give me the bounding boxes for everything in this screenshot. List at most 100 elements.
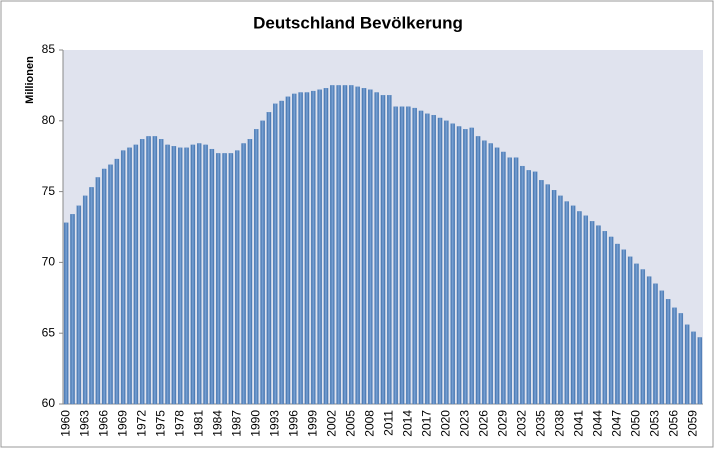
bar xyxy=(621,249,627,405)
x-tick-label: 1999 xyxy=(305,410,319,437)
bar xyxy=(89,187,94,405)
bar xyxy=(551,190,557,405)
x-tick-label: 2029 xyxy=(496,410,510,437)
y-axis-label: Millionen xyxy=(24,56,36,104)
bar xyxy=(63,222,69,405)
bar xyxy=(615,243,620,405)
bar xyxy=(577,211,582,405)
bar xyxy=(532,171,538,405)
bar xyxy=(672,307,677,405)
bar xyxy=(697,337,703,405)
bar xyxy=(285,96,291,405)
x-tick-label: 1984 xyxy=(210,410,224,437)
bar xyxy=(558,195,563,405)
bar xyxy=(361,88,367,405)
bar xyxy=(608,236,614,405)
bar xyxy=(241,143,246,405)
bar xyxy=(475,136,481,405)
bar xyxy=(374,92,379,405)
x-tick-label: 2002 xyxy=(324,410,338,437)
x-tick-label: 1993 xyxy=(267,410,281,437)
bar xyxy=(399,106,405,405)
bar xyxy=(488,143,493,405)
x-tick-label: 1996 xyxy=(286,410,300,437)
bar xyxy=(482,140,487,405)
bar xyxy=(627,256,633,405)
bar xyxy=(114,158,120,405)
bar xyxy=(539,180,544,405)
bar xyxy=(418,110,424,405)
bar xyxy=(127,147,132,405)
x-tick-label: 1969 xyxy=(115,410,129,437)
bar xyxy=(570,205,576,405)
bar xyxy=(602,231,608,405)
bar xyxy=(82,195,88,405)
bar xyxy=(76,205,82,405)
x-tick-label: 2056 xyxy=(667,410,681,437)
x-tick-label: 2008 xyxy=(362,410,376,437)
bar xyxy=(323,88,329,405)
bar xyxy=(152,136,158,405)
x-tick-label: 2038 xyxy=(553,410,567,437)
bar xyxy=(450,123,455,405)
bar xyxy=(292,93,297,405)
bar xyxy=(304,92,310,405)
bar xyxy=(494,147,500,405)
bar xyxy=(139,139,145,405)
bar xyxy=(146,136,151,405)
x-tick-label: 1960 xyxy=(58,410,72,437)
bar xyxy=(177,147,183,405)
bar xyxy=(349,85,354,405)
bar xyxy=(368,89,373,405)
bar xyxy=(355,86,360,405)
x-tick-label: 2017 xyxy=(420,410,434,437)
bar xyxy=(235,150,240,405)
y-tick-label: 80 xyxy=(42,113,56,127)
bar xyxy=(380,95,386,405)
bar xyxy=(203,144,208,405)
bar xyxy=(158,139,164,405)
y-tick-label: 60 xyxy=(42,396,56,410)
bar xyxy=(520,165,525,405)
bar xyxy=(273,103,278,405)
bar xyxy=(387,95,392,405)
bar xyxy=(216,153,221,405)
bar xyxy=(222,153,227,405)
bar xyxy=(589,221,595,405)
x-tick-label: 1978 xyxy=(172,410,186,437)
bar xyxy=(583,215,589,405)
x-tick-label: 1963 xyxy=(77,410,91,437)
x-tick-label: 2050 xyxy=(629,410,643,437)
bar xyxy=(266,112,272,405)
x-tick-label: 2014 xyxy=(401,410,415,437)
x-tick-label: 2053 xyxy=(648,410,662,437)
y-tick-label: 65 xyxy=(42,325,56,339)
bar xyxy=(260,120,265,405)
y-tick-label: 85 xyxy=(42,42,56,56)
x-tick-label: 1990 xyxy=(248,410,262,437)
bar xyxy=(665,299,671,405)
bar xyxy=(101,168,107,405)
bar xyxy=(317,89,322,405)
bar xyxy=(684,324,690,405)
bar xyxy=(501,151,506,405)
bar xyxy=(298,92,303,405)
bar xyxy=(311,90,316,405)
bar xyxy=(70,214,75,405)
bar xyxy=(209,148,215,405)
chart-title: Deutschland Bevölkerung xyxy=(253,13,463,32)
bar xyxy=(336,85,341,405)
bar xyxy=(196,143,202,405)
x-tick-label: 2005 xyxy=(343,410,357,437)
bar xyxy=(330,85,335,405)
bar xyxy=(133,144,139,405)
x-tick-label: 2026 xyxy=(477,410,491,437)
bar xyxy=(406,106,411,405)
bar xyxy=(171,146,177,405)
x-tick-label: 1987 xyxy=(229,410,243,437)
bar xyxy=(425,113,430,405)
bar xyxy=(279,100,284,405)
bar xyxy=(184,147,189,405)
bar xyxy=(393,106,398,405)
bar xyxy=(444,120,449,405)
